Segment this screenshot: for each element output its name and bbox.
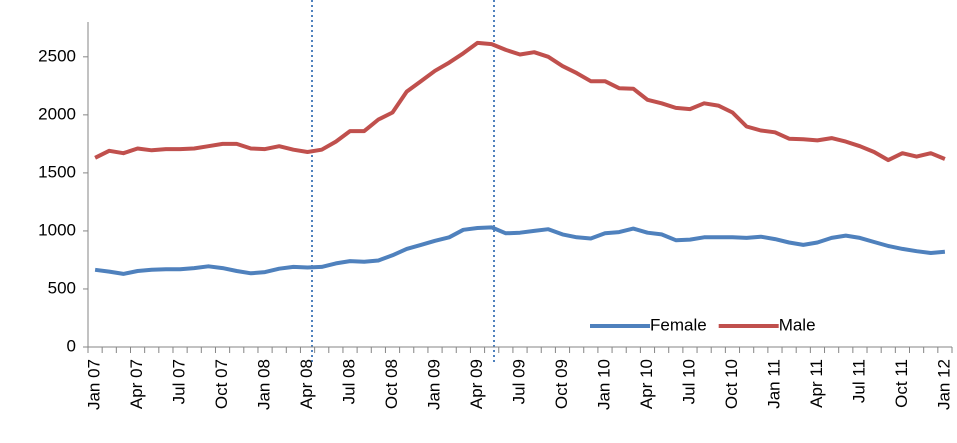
x-tick-label: Apr 09 bbox=[467, 359, 486, 409]
x-tick-label: Oct 08 bbox=[382, 359, 401, 409]
y-tick-label: 500 bbox=[48, 278, 76, 297]
x-tick-label: Jul 09 bbox=[509, 359, 528, 404]
x-tick-label: Jul 07 bbox=[170, 359, 189, 404]
x-tick-label: Apr 08 bbox=[297, 359, 316, 409]
x-tick-label: Oct 11 bbox=[892, 359, 911, 408]
x-tick-label: Oct 07 bbox=[212, 359, 231, 409]
x-tick-label: Jan 11 bbox=[764, 359, 783, 409]
x-tick-label: Apr 07 bbox=[127, 359, 146, 409]
x-tick-label: Jan 09 bbox=[425, 359, 444, 410]
x-tick-label: Jan 10 bbox=[594, 359, 613, 410]
y-tick-label: 2000 bbox=[38, 104, 76, 123]
x-tick-label: Jul 11 bbox=[849, 359, 868, 403]
x-tick-label: Oct 09 bbox=[552, 359, 571, 409]
x-tick-label: Oct 10 bbox=[722, 359, 741, 409]
legend-label: Female bbox=[650, 315, 707, 334]
y-tick-label: 0 bbox=[67, 336, 76, 355]
x-tick-label: Jan 08 bbox=[255, 359, 274, 410]
x-tick-label: Jan 12 bbox=[934, 359, 953, 410]
y-tick-label: 2500 bbox=[38, 46, 76, 65]
series-line bbox=[94, 40, 946, 163]
x-tick-label: Apr 11 bbox=[807, 359, 826, 408]
legend-label: Male bbox=[779, 315, 816, 334]
series-line bbox=[94, 225, 946, 276]
x-tick-label: Jan 07 bbox=[85, 359, 104, 410]
x-tick-label: Jul 10 bbox=[679, 359, 698, 404]
x-tick-label: Jul 08 bbox=[340, 359, 359, 404]
x-tick-label: Apr 10 bbox=[637, 359, 656, 409]
y-tick-label: 1000 bbox=[38, 220, 76, 239]
y-tick-label: 1500 bbox=[38, 162, 76, 181]
